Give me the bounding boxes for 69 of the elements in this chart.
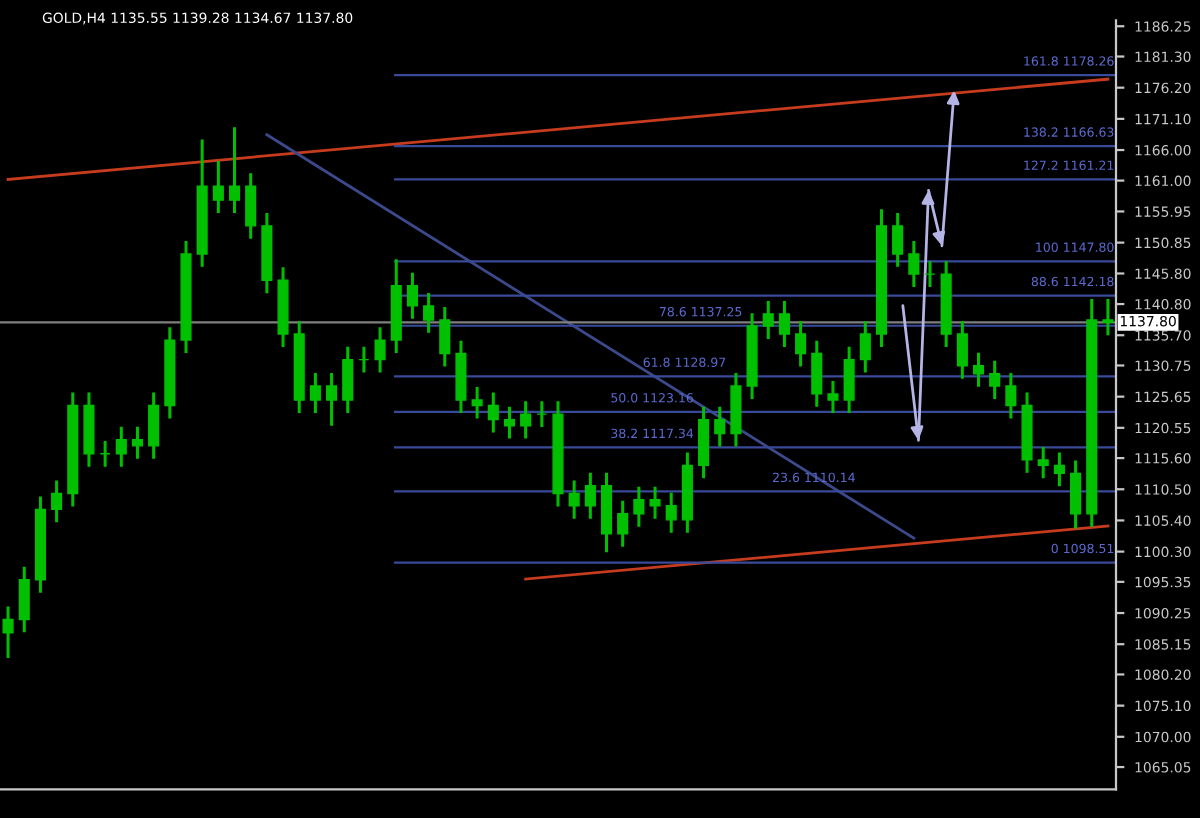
candlestick [83,392,95,467]
candlestick [406,272,418,319]
candlestick [714,406,726,447]
candlestick [584,472,596,519]
candlestick [245,173,257,239]
candlestick [924,261,936,288]
candlestick [633,486,645,527]
candlestick [972,352,985,387]
candlestick [600,472,613,553]
candlestick [1102,299,1114,336]
candlestick [439,307,451,367]
candlestick [261,212,273,294]
candlestick [989,360,1001,399]
candlestick [131,426,144,459]
candlestick [358,346,370,373]
candlestick [617,500,629,547]
candlestick [795,321,807,367]
candlestick [180,241,192,354]
candlestick [730,373,742,447]
candlestick [212,160,224,214]
candlestick [51,480,63,523]
candlestick [390,259,402,354]
candlestick [892,212,904,267]
candlestick [956,321,968,379]
candlestick [471,387,483,419]
candlestick [859,321,871,373]
candlestick [520,401,532,439]
candlestick [423,292,435,333]
candlestick [18,566,30,633]
candlestick [762,300,774,339]
candlestick [99,440,111,467]
candlestick [228,127,241,214]
candlestick [503,406,516,439]
candlestick [1005,373,1017,419]
candlestick [908,241,920,288]
candlestick [1021,392,1033,473]
candlestick [277,267,289,347]
candlestick [1086,299,1098,527]
candlestick [2,606,14,659]
candlestick [811,340,823,407]
candlestick [552,401,564,507]
candlestick [940,261,952,347]
candlestick [649,486,661,519]
candlestick [293,321,305,413]
candlestick [196,139,208,267]
candlestick [67,392,79,507]
candlestick [148,392,160,459]
candlestick [681,452,693,533]
candlestick [326,373,338,426]
candlestick [115,426,127,467]
candlestick [487,392,499,433]
candlestick [1037,447,1049,479]
candlestick [1070,460,1082,529]
candlestick [34,496,46,593]
candlestick [342,346,354,413]
candlestick [309,373,321,413]
candlestick [698,406,710,479]
candlestick [843,346,855,413]
candlestick [746,313,758,399]
candlestick [164,327,176,419]
candlestick [665,492,677,533]
candlestick [1053,452,1065,487]
candlestick [455,340,467,413]
candlestick [536,401,548,427]
candlestick [875,209,888,347]
candlestick [568,480,580,519]
candlestick [827,380,839,413]
candlestick [374,327,386,373]
candlestick [778,300,790,347]
